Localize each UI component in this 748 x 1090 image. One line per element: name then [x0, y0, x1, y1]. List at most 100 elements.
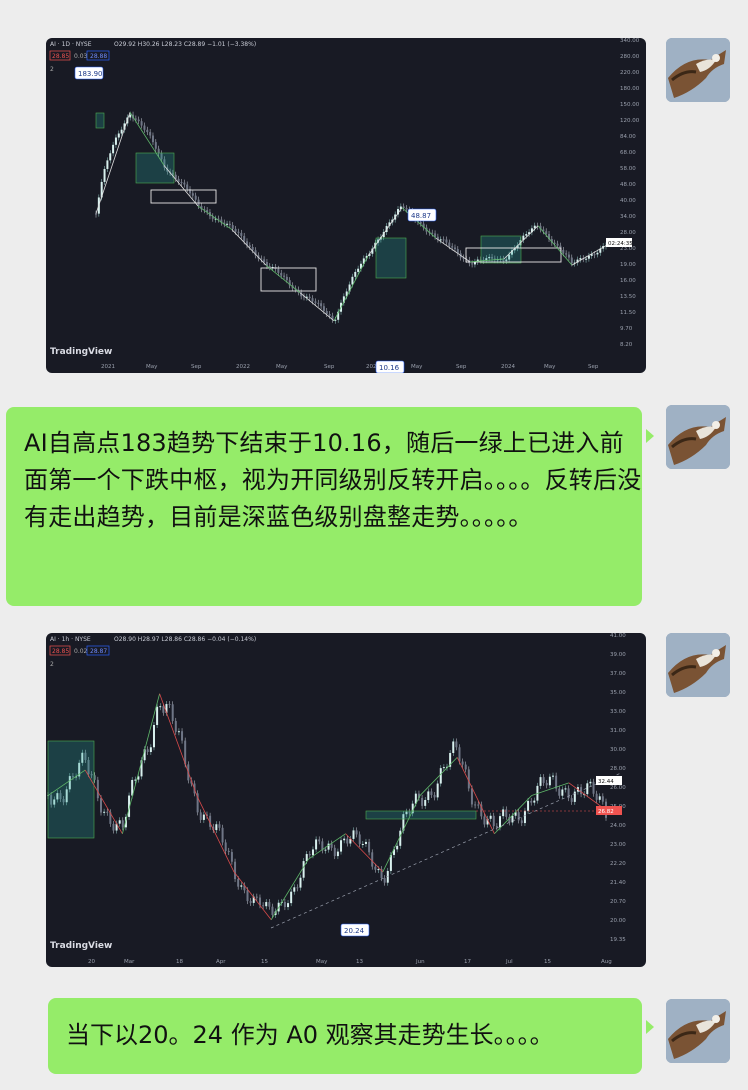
level-price: 26.82 [598, 809, 614, 815]
candle-body [433, 795, 436, 798]
y-tick-label: 23.00 [620, 246, 636, 252]
hawk-avatar-icon [666, 999, 730, 1063]
candle-body [552, 775, 555, 777]
candle-body [570, 798, 573, 802]
candle-body [499, 816, 502, 828]
candle-body [405, 208, 408, 210]
y-tick-label: 19.00 [620, 262, 636, 268]
y-tick-label: 30.00 [610, 747, 626, 753]
trend-segment [435, 237, 471, 263]
candle-body [162, 706, 165, 713]
candle-body [268, 266, 271, 268]
candle-body [514, 812, 517, 816]
candle-body [140, 121, 143, 126]
chart-ohlc: O29.92 H30.26 L28.23 C28.89 −1.01 (−3.38… [114, 41, 256, 48]
candle-body [174, 174, 177, 179]
candle-body [171, 704, 174, 721]
candle-body [277, 268, 280, 273]
price-annotation: 48.87 [411, 212, 431, 220]
candle-body [483, 816, 486, 825]
candle-body [564, 788, 567, 790]
x-tick-label: 13 [356, 959, 363, 965]
candle-body [174, 720, 177, 732]
candle-body [545, 782, 548, 786]
y-tick-label: 58.00 [620, 166, 636, 172]
candle-body [439, 239, 442, 241]
chart-header: AI · 1h · NYSE [50, 636, 91, 643]
candle-body [382, 232, 385, 238]
chart-image-daily[interactable]: AI · 1D · NYSE O29.92 H30.26 L28.23 C28.… [46, 38, 646, 373]
candle-body [205, 814, 208, 816]
candle-body [163, 159, 166, 168]
avatar[interactable] [666, 38, 730, 102]
candle-body [202, 814, 205, 820]
candle-body [345, 291, 348, 297]
price-annotation-box [340, 923, 370, 937]
candle-body [510, 250, 513, 255]
candle-body [355, 830, 358, 835]
chart-image-hourly[interactable]: AI · 1h · NYSE O28.90 H28.97 L28.86 C28.… [46, 633, 646, 967]
trend-segment [494, 795, 532, 835]
x-tick-label: Aug [601, 959, 612, 965]
candle-body [593, 254, 596, 256]
candle-body [243, 235, 246, 242]
candle-body [377, 869, 380, 871]
candle-body [342, 296, 345, 303]
candle-body [271, 266, 274, 268]
candle-body [248, 245, 251, 247]
candle-body [436, 236, 439, 240]
candle-body [180, 181, 183, 183]
candle-body [439, 768, 442, 784]
candle-body [533, 225, 536, 229]
y-tick-label: 20.00 [610, 918, 626, 924]
candle-body [203, 209, 206, 211]
candle-body [65, 789, 68, 803]
candle-body [200, 205, 203, 210]
candle-body [491, 256, 494, 259]
candle-body [311, 849, 314, 856]
candle-body [220, 219, 223, 223]
candle-body [255, 896, 258, 898]
y-tick-label: 16.00 [620, 278, 636, 284]
avatar[interactable] [666, 405, 730, 469]
candle-body [120, 129, 123, 134]
candle-body [451, 246, 454, 248]
indicator-count: 2 [50, 661, 54, 668]
candle-body [263, 259, 266, 263]
candle-body [393, 849, 396, 855]
trend-segment [196, 795, 235, 873]
avatar[interactable] [666, 999, 730, 1063]
candle-body [302, 296, 305, 298]
last-price: 02:24:35 [608, 241, 633, 247]
candle-body [464, 764, 467, 770]
candle-body [461, 761, 464, 765]
avatar[interactable] [666, 633, 730, 697]
candle-body [539, 777, 542, 786]
candle-body [322, 306, 325, 312]
candle-body [527, 800, 530, 811]
x-tick-label: Sep [324, 364, 335, 370]
candle-body [109, 153, 112, 161]
x-tick-label: 15 [544, 959, 551, 965]
candle-body [228, 223, 231, 226]
message-bubble[interactable]: 当下以20。24 作为 A0 观察其走势生长。。。。 [48, 998, 654, 1074]
candle-body [542, 777, 545, 783]
x-tick-label: Sep [191, 364, 202, 370]
x-tick-label: May [316, 959, 328, 965]
candle-body [383, 878, 386, 883]
candle-body [402, 206, 405, 209]
spread: 0.02 [74, 648, 88, 655]
y-tick-label: 39.00 [610, 652, 626, 658]
ask-price: 28.87 [90, 648, 107, 655]
candle-body [59, 793, 62, 800]
candle-body [516, 245, 519, 249]
message-bubble[interactable]: AI自高点183趋势下结束于10.16，随后一绿上已进入前面第一个下跌中枢，视为… [6, 407, 654, 606]
candle-body [254, 250, 257, 256]
x-tick-label: 20 [88, 959, 95, 965]
candle-body [237, 879, 240, 887]
trend-segment [531, 782, 569, 796]
candle-body [436, 783, 439, 798]
candle-body [396, 845, 399, 850]
candle-body [558, 788, 561, 796]
candle-body [424, 800, 427, 806]
